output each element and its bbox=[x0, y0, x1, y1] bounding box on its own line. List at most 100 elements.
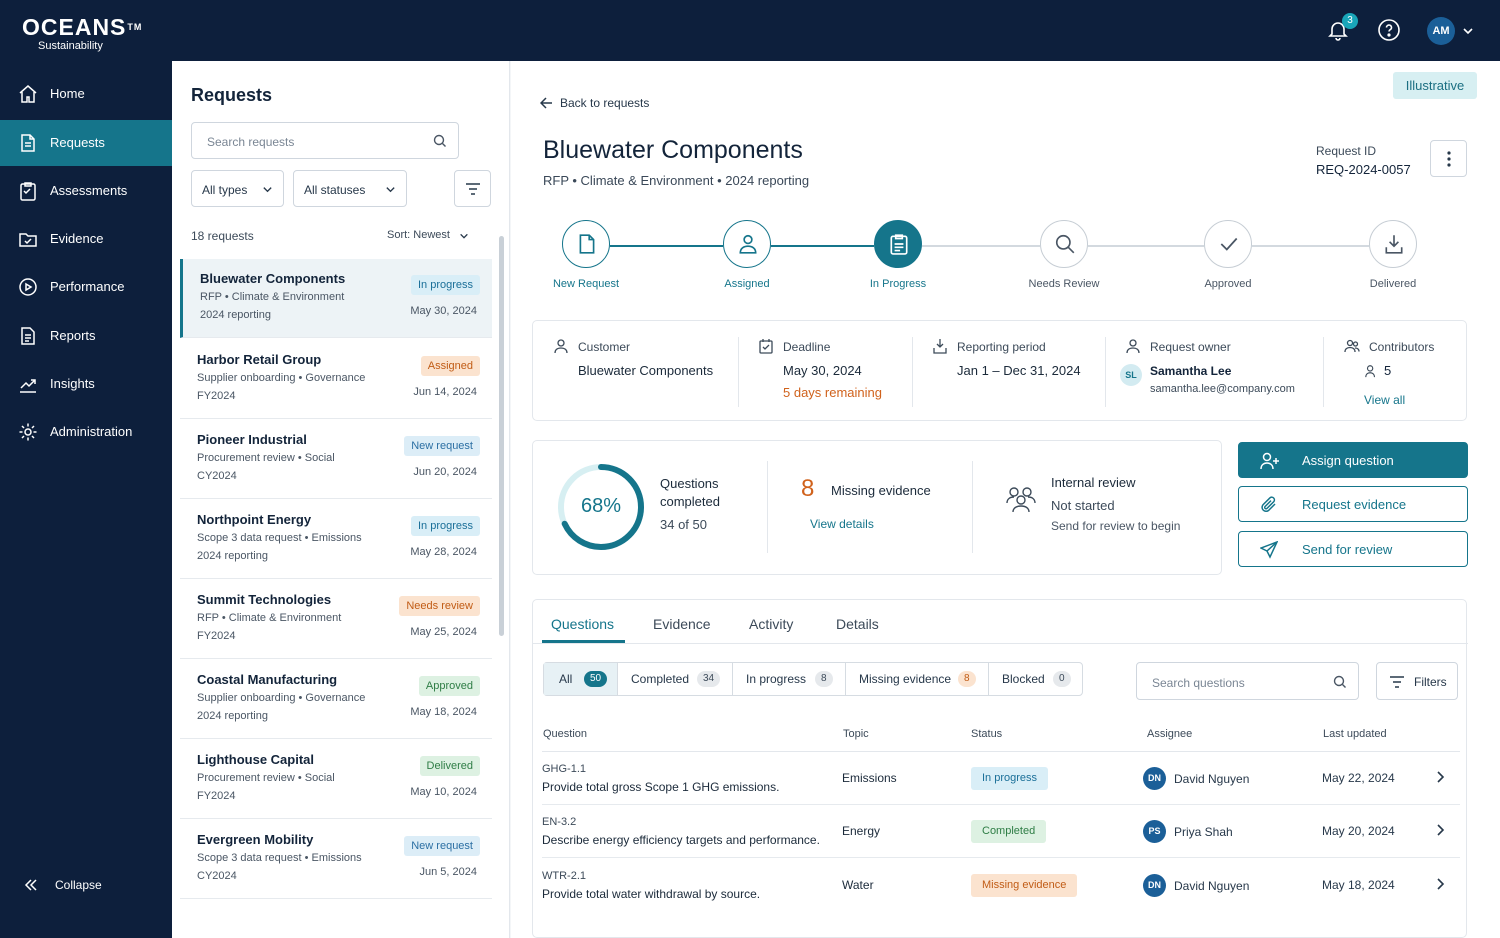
search-requests-input[interactable]: Search requests bbox=[191, 122, 459, 159]
internal-review-status: Not started bbox=[1051, 498, 1115, 513]
sort-dropdown[interactable]: Sort: Newest bbox=[387, 229, 468, 241]
sidebar-item-administration[interactable]: Administration bbox=[0, 409, 172, 455]
column-header-assignee[interactable]: Assignee bbox=[1147, 728, 1193, 740]
question-topic: Water bbox=[842, 878, 874, 892]
document-icon bbox=[18, 133, 38, 153]
request-card[interactable]: Coastal Manufacturing Supplier onboardin… bbox=[180, 660, 492, 739]
table-row[interactable]: GHG-1.1 Provide total gross Scope 1 GHG … bbox=[542, 752, 1460, 805]
table-row[interactable]: WTR-2.1 Provide total water withdrawal b… bbox=[542, 859, 1460, 912]
assignee-avatar: DN bbox=[1143, 767, 1166, 790]
sidebar-item-performance[interactable]: Performance bbox=[0, 264, 172, 310]
status-badge: In progress bbox=[971, 767, 1049, 790]
sidebar-item-evidence[interactable]: Evidence bbox=[0, 216, 172, 262]
active-tab-indicator bbox=[542, 640, 625, 643]
notifications-bell-icon[interactable] bbox=[1326, 18, 1352, 44]
request-id: REQ-2024-0057 bbox=[1316, 162, 1411, 177]
panel-title: Requests bbox=[191, 85, 273, 105]
step-connector bbox=[922, 245, 1040, 247]
view-details-link[interactable]: View details bbox=[810, 517, 874, 531]
assignee-name: David Nguyen bbox=[1174, 879, 1250, 893]
sidebar-item-home[interactable]: Home bbox=[0, 71, 172, 117]
customer-info: Customer Bluewater Components bbox=[553, 321, 733, 422]
chevron-down-icon bbox=[262, 184, 273, 195]
chevron-right-icon[interactable] bbox=[1434, 771, 1446, 783]
report-icon bbox=[18, 326, 38, 346]
column-header-topic[interactable]: Topic bbox=[843, 728, 869, 740]
clipboard-icon bbox=[890, 234, 908, 255]
step-needs-review[interactable] bbox=[1040, 220, 1088, 268]
filter-lines-button[interactable] bbox=[454, 170, 491, 207]
arrow-left-icon bbox=[540, 97, 552, 109]
folder-check-icon bbox=[18, 229, 38, 249]
step-connector bbox=[771, 245, 874, 247]
calendar-icon bbox=[758, 338, 774, 354]
list-scrollbar[interactable] bbox=[499, 236, 504, 636]
step-new-request[interactable] bbox=[562, 220, 610, 268]
chevron-down-icon[interactable] bbox=[1462, 25, 1474, 37]
filters-button[interactable]: Filters bbox=[1376, 662, 1458, 700]
status-badge: Needs review bbox=[399, 596, 480, 616]
step-delivered[interactable] bbox=[1369, 220, 1417, 268]
view-all-link[interactable]: View all bbox=[1364, 393, 1406, 407]
segment-in-progress[interactable]: In progress 8 bbox=[733, 663, 846, 695]
brand-logo[interactable]: OCEANSTM Sustainability bbox=[22, 15, 142, 52]
trademark: TM bbox=[127, 22, 143, 32]
assign-question-button[interactable]: Assign question bbox=[1238, 442, 1468, 478]
segment-completed[interactable]: Completed 34 bbox=[618, 663, 733, 695]
question-text: Describe energy efficiency targets and p… bbox=[542, 833, 820, 847]
request-card[interactable]: Northpoint Energy Scope 3 data request •… bbox=[180, 500, 492, 579]
last-updated: May 18, 2024 bbox=[1322, 878, 1395, 892]
column-header-last-updated[interactable]: Last updated bbox=[1323, 728, 1387, 740]
send-icon bbox=[1260, 541, 1278, 559]
step-assigned[interactable] bbox=[723, 220, 771, 268]
step-connector bbox=[610, 245, 723, 247]
tab-evidence[interactable]: Evidence bbox=[653, 616, 711, 632]
gear-icon bbox=[18, 422, 38, 442]
request-evidence-button[interactable]: Request evidence bbox=[1238, 486, 1468, 522]
request-owner-info: Request owner SL Samantha Lee samantha.l… bbox=[1120, 321, 1325, 422]
status-badge: New request bbox=[404, 836, 480, 856]
sidebar-item-reports[interactable]: Reports bbox=[0, 313, 172, 359]
status-filter-select[interactable]: All statuses bbox=[293, 170, 407, 207]
step-label: Needs Review bbox=[1028, 278, 1100, 290]
sidebar-item-assessments[interactable]: Assessments bbox=[0, 168, 172, 214]
count-badge: 8 bbox=[815, 671, 833, 687]
tab-activity[interactable]: Activity bbox=[749, 616, 794, 632]
request-card[interactable]: Pioneer Industrial Procurement review • … bbox=[180, 420, 492, 499]
assignee-name: Priya Shah bbox=[1174, 825, 1233, 839]
more-options-button[interactable] bbox=[1430, 140, 1467, 177]
column-header-question[interactable]: Question bbox=[543, 728, 588, 740]
request-card[interactable]: Lighthouse Capital Procurement review • … bbox=[180, 740, 492, 819]
status-badge: New request bbox=[404, 436, 480, 456]
sidebar-item-insights[interactable]: Insights bbox=[0, 361, 172, 407]
step-approved[interactable] bbox=[1204, 220, 1252, 268]
send-for-review-button[interactable]: Send for review bbox=[1238, 531, 1468, 567]
user-avatar[interactable]: AM bbox=[1427, 17, 1455, 45]
chevron-right-icon[interactable] bbox=[1434, 824, 1446, 836]
type-filter-select[interactable]: All types bbox=[191, 170, 284, 207]
kebab-menu-icon bbox=[1447, 151, 1451, 167]
sidebar-item-label: Reports bbox=[50, 328, 96, 343]
questions-completed-count: 34 of 50 bbox=[660, 517, 707, 532]
status-badge: In progress bbox=[410, 275, 480, 295]
segment-missing-evidence[interactable]: Missing evidence 8 bbox=[846, 663, 989, 695]
request-card[interactable]: Summit Technologies RFP • Climate & Envi… bbox=[180, 580, 492, 659]
count-badge: 0 bbox=[1053, 671, 1071, 687]
chevron-right-icon[interactable] bbox=[1434, 878, 1446, 890]
request-card[interactable]: Harbor Retail Group Supplier onboarding … bbox=[180, 340, 492, 419]
step-in-progress[interactable] bbox=[874, 220, 922, 268]
status-badge: Approved bbox=[418, 676, 480, 696]
segment-blocked[interactable]: Blocked 0 bbox=[989, 663, 1082, 695]
request-card[interactable]: Evergreen Mobility Scope 3 data request … bbox=[180, 820, 492, 899]
column-header-status[interactable]: Status bbox=[971, 728, 1003, 740]
segment-all[interactable]: All 50 bbox=[544, 663, 618, 695]
help-icon[interactable] bbox=[1377, 18, 1401, 42]
table-row[interactable]: EN-3.2 Describe energy efficiency target… bbox=[542, 805, 1460, 858]
completion-ring bbox=[558, 464, 644, 550]
sidebar-item-requests[interactable]: Requests bbox=[0, 120, 172, 166]
tab-questions[interactable]: Questions bbox=[551, 616, 615, 632]
search-questions-input[interactable]: Search questions bbox=[1136, 662, 1359, 700]
report-download-icon bbox=[932, 338, 948, 354]
request-card[interactable]: Bluewater Components RFP • Climate & Env… bbox=[180, 259, 492, 338]
tab-details[interactable]: Details bbox=[836, 616, 879, 632]
